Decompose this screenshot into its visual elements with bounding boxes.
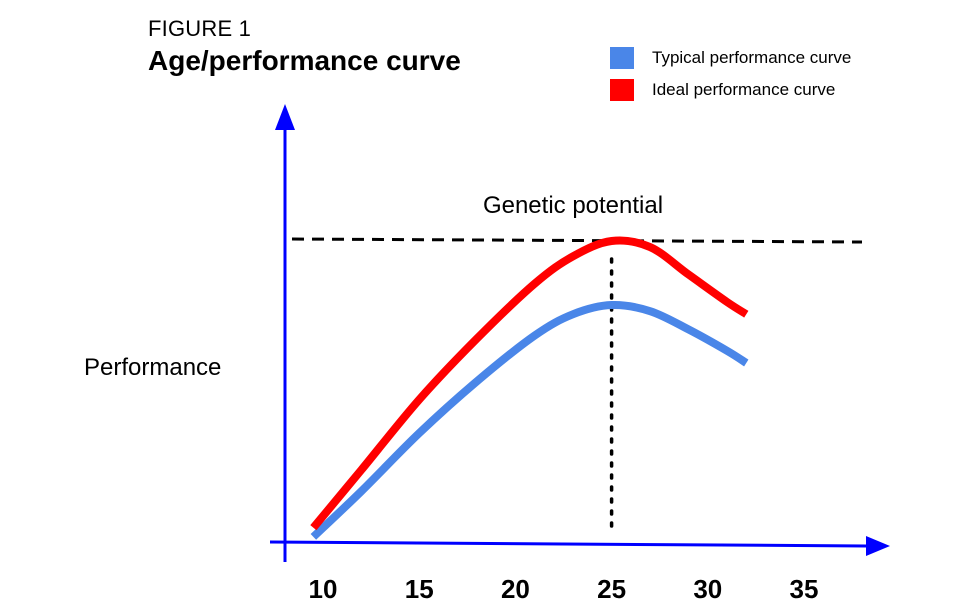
legend-swatch-typical xyxy=(610,47,634,69)
typical-performance-curve xyxy=(310,300,749,540)
figure-label: FIGURE 1 xyxy=(148,16,252,41)
x-axis-arrowhead xyxy=(866,536,890,556)
legend-swatch-ideal xyxy=(610,79,634,101)
x-tick-label-25: 25 xyxy=(597,574,626,600)
x-tick-label-35: 35 xyxy=(790,574,819,600)
x-tick-label-15: 15 xyxy=(405,574,434,600)
legend-label-ideal: Ideal performance curve xyxy=(652,80,836,99)
genetic-potential-line xyxy=(291,237,863,244)
legend-label-typical: Typical performance curve xyxy=(652,48,852,67)
x-tick-label-20: 20 xyxy=(501,574,530,600)
genetic-potential-label: Genetic potential xyxy=(483,192,663,219)
x-tick-label-30: 30 xyxy=(693,574,722,600)
chart-title: Age/performance curve xyxy=(148,45,461,76)
x-tick-label-10: 10 xyxy=(309,574,338,600)
x-axis-line xyxy=(269,540,867,548)
legend-item-ideal: Ideal performance curve xyxy=(610,74,851,106)
y-axis-label: Performance xyxy=(84,354,222,381)
chart-legend: Typical performance curve Ideal performa… xyxy=(610,42,851,106)
y-axis-arrowhead xyxy=(275,104,295,130)
legend-item-typical: Typical performance curve xyxy=(610,42,851,74)
ideal-performance-curve xyxy=(310,236,749,531)
